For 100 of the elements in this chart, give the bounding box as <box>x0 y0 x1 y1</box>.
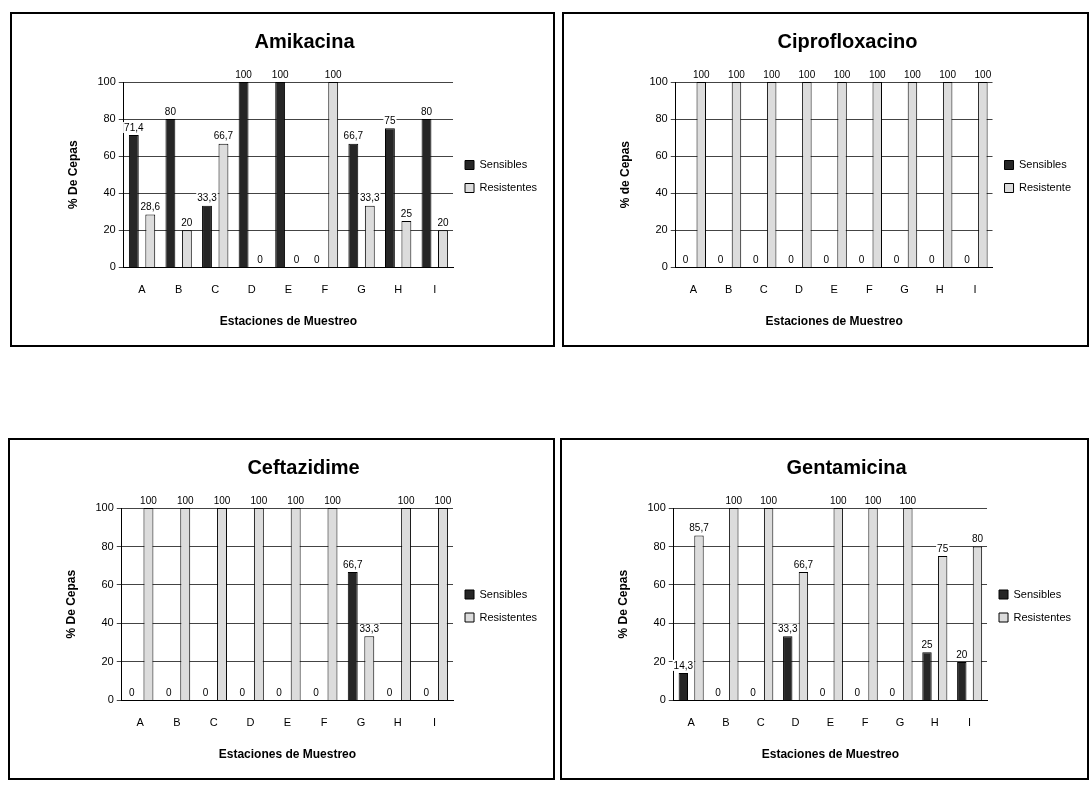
y-tick-label: 60 <box>101 577 114 590</box>
data-label: 33,3 <box>360 192 380 204</box>
x-tick-label: I <box>433 283 437 296</box>
data-label: 100 <box>798 68 816 80</box>
y-tick-label: 80 <box>655 112 668 125</box>
data-label: 20 <box>956 648 968 660</box>
data-label: 0 <box>313 254 320 266</box>
data-label: 100 <box>271 68 289 80</box>
data-label: 0 <box>819 687 826 699</box>
x-tick-label: C <box>756 716 765 729</box>
legend-label: Sensibles <box>1013 587 1062 600</box>
data-label: 100 <box>725 494 743 506</box>
x-tick-label: D <box>791 716 800 729</box>
data-label: 75 <box>937 542 949 554</box>
legend-label: Sensibles <box>1019 158 1068 171</box>
legend-label: Resistentes <box>479 181 538 194</box>
y-tick-label: 80 <box>653 539 666 552</box>
x-axis-title: Estaciones de Muestreo <box>765 314 903 329</box>
data-label: 33,3 <box>197 192 218 204</box>
x-tick-label: H <box>393 716 402 729</box>
data-label: 66,7 <box>342 558 363 570</box>
data-label: 80 <box>420 105 433 117</box>
x-tick-label: C <box>211 283 220 296</box>
legend-label: Resistentes <box>479 610 538 623</box>
x-tick-label: E <box>830 283 838 296</box>
y-tick-label: 0 <box>661 260 668 273</box>
data-label: 0 <box>889 687 896 699</box>
y-axis-title: % De Cepas <box>63 569 78 639</box>
data-label: 100 <box>397 494 415 506</box>
data-label: 100 <box>692 68 711 80</box>
data-label: 100 <box>868 68 887 80</box>
data-label: 20 <box>181 217 193 229</box>
data-label: 0 <box>293 254 300 266</box>
data-label: 100 <box>140 494 158 506</box>
data-label: 0 <box>682 254 689 266</box>
data-label: 0 <box>858 254 865 266</box>
y-tick-label: 100 <box>97 75 116 88</box>
x-axis-title: Estaciones de Muestreo <box>218 747 357 762</box>
data-label: 0 <box>893 254 900 266</box>
x-tick-label: G <box>356 716 366 729</box>
chart-title: Gentamicina <box>786 455 908 478</box>
y-tick-label: 100 <box>647 501 666 514</box>
data-label: 85,7 <box>689 522 710 534</box>
data-label: 0 <box>257 254 264 266</box>
data-label: 100 <box>287 494 305 506</box>
x-axis-title: Estaciones de Muestreo <box>761 747 900 762</box>
x-tick-label: D <box>794 283 803 296</box>
y-tick-label: 60 <box>103 149 116 162</box>
legend-label: Sensibles <box>479 587 528 600</box>
x-tick-label: A <box>689 283 698 296</box>
data-label: 0 <box>423 687 430 699</box>
data-label: 0 <box>788 254 795 266</box>
y-tick-label: 20 <box>653 654 666 667</box>
x-tick-label: B <box>174 283 183 296</box>
data-label: 100 <box>235 68 253 80</box>
data-label: 80 <box>971 533 984 545</box>
y-axis-title: % De Cepas <box>615 569 630 639</box>
data-label: 25 <box>400 207 413 219</box>
y-tick-label: 40 <box>101 616 114 629</box>
legend-label: Resistentes <box>1013 610 1072 623</box>
x-tick-label: B <box>724 283 733 296</box>
data-label: 0 <box>753 254 760 266</box>
x-tick-label: I <box>973 283 977 296</box>
data-label: 20 <box>437 217 449 229</box>
data-label: 0 <box>823 254 830 266</box>
y-tick-label: 0 <box>109 260 116 273</box>
data-label: 0 <box>129 687 136 699</box>
data-label: 0 <box>854 687 861 699</box>
x-tick-label: H <box>930 716 939 729</box>
legend-label: Sensibles <box>479 158 528 171</box>
data-label: 33,3 <box>778 623 798 635</box>
x-tick-label: H <box>935 283 944 296</box>
data-label: 25 <box>921 639 933 651</box>
y-tick-label: 60 <box>655 149 668 162</box>
x-tick-label: F <box>320 716 328 729</box>
data-label: 0 <box>239 687 246 699</box>
chart-title: Ciprofloxacino <box>777 29 918 52</box>
data-label: 0 <box>964 254 971 266</box>
data-label: 100 <box>250 494 268 506</box>
x-axis-title: Estaciones de Muestreo <box>219 314 358 329</box>
data-label: 66,7 <box>213 130 234 142</box>
x-tick-label: F <box>321 283 329 296</box>
data-label: 80 <box>164 105 177 117</box>
data-label: 100 <box>763 68 781 80</box>
x-tick-label: F <box>865 283 873 296</box>
x-tick-label: B <box>173 716 181 729</box>
x-tick-label: B <box>722 716 730 729</box>
x-tick-label: E <box>284 283 293 296</box>
data-label: 100 <box>324 68 342 80</box>
y-tick-label: 100 <box>649 75 668 88</box>
y-tick-label: 20 <box>655 223 668 236</box>
data-label: 66,7 <box>793 558 814 570</box>
x-tick-label: G <box>900 283 909 296</box>
data-label: 100 <box>939 68 957 80</box>
data-label: 100 <box>899 494 917 506</box>
x-tick-label: A <box>136 716 145 729</box>
data-label: 0 <box>202 687 209 699</box>
x-tick-label: A <box>138 283 147 296</box>
x-tick-label: H <box>394 283 403 296</box>
data-label: 66,7 <box>343 130 364 142</box>
